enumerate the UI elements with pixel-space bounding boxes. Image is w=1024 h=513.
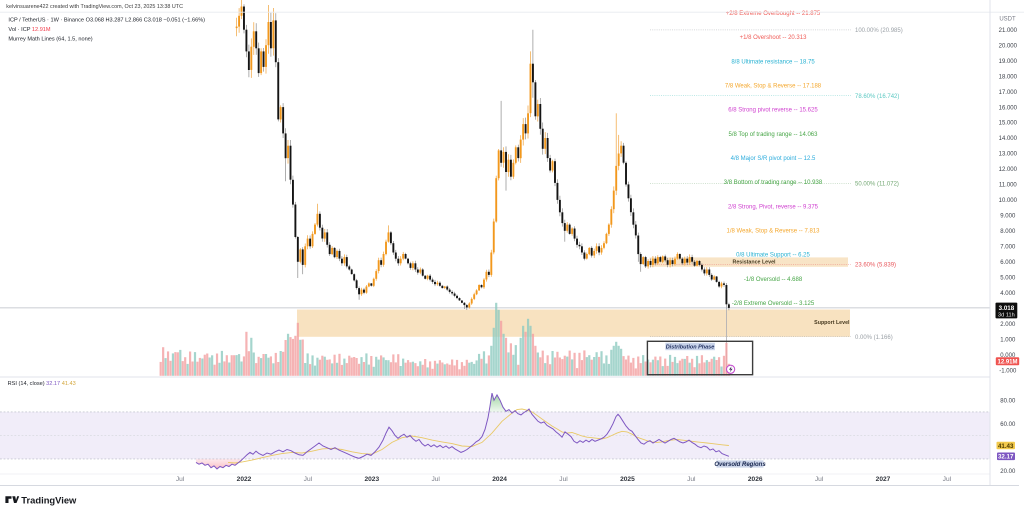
svg-text:32.17: 32.17: [998, 454, 1014, 461]
svg-text:-2/8 Extreme Oversold -- 3.12: -2/8 Extreme Oversold -- 3.125: [732, 301, 815, 307]
svg-text:kelvinsuarene422 created with: kelvinsuarene422 created with TradingVie…: [6, 4, 183, 10]
svg-text:0.00% (1.166): 0.00% (1.166): [855, 335, 893, 341]
svg-text:Jul: Jul: [687, 476, 696, 483]
svg-text:6/8 Strong pivot reverse -- 1: 6/8 Strong pivot reverse -- 15.625: [728, 108, 818, 114]
svg-text:3d 11h: 3d 11h: [998, 313, 1015, 319]
svg-text:20.000: 20.000: [999, 43, 1018, 49]
svg-text:23.60% (5.839): 23.60% (5.839): [855, 263, 896, 269]
svg-text:4/8 Major S/R pivot point --: 4/8 Major S/R pivot point -- 12.5: [731, 156, 816, 162]
svg-text:2/8 Strong, Pivot, reverse --: 2/8 Strong, Pivot, reverse -- 9.375: [728, 204, 819, 210]
svg-text:12.91M: 12.91M: [997, 359, 1017, 365]
svg-text:60.00: 60.00: [1000, 422, 1016, 428]
svg-text:14.000: 14.000: [999, 136, 1018, 142]
svg-text:15.000: 15.000: [999, 121, 1018, 127]
svg-text:Distribution Phase: Distribution Phase: [666, 345, 715, 351]
svg-text:Jul: Jul: [815, 476, 824, 483]
svg-text:Murrey Math Lines (64, 1.5, no: Murrey Math Lines (64, 1.5, none): [8, 36, 92, 42]
svg-text:Jul: Jul: [304, 476, 313, 483]
svg-text:16.000: 16.000: [999, 105, 1018, 111]
svg-text:8/8 Ultimate resistance -- 18: 8/8 Ultimate resistance -- 18.75: [731, 59, 815, 65]
svg-text:17.000: 17.000: [999, 90, 1018, 96]
svg-text:Jul: Jul: [176, 476, 185, 483]
svg-text:Jul: Jul: [431, 476, 440, 483]
svg-text:19.000: 19.000: [999, 59, 1018, 65]
svg-text:21.000: 21.000: [999, 28, 1018, 34]
svg-text:13.000: 13.000: [999, 152, 1018, 158]
svg-text:4.000: 4.000: [1000, 291, 1016, 297]
svg-text:2023: 2023: [364, 476, 379, 483]
svg-text:Jul: Jul: [559, 476, 568, 483]
svg-text:6.000: 6.000: [1000, 260, 1016, 266]
svg-text:2024: 2024: [492, 476, 507, 483]
svg-text:2027: 2027: [876, 476, 891, 483]
svg-text:78.60% (16.742): 78.60% (16.742): [855, 94, 899, 100]
svg-text:100.00% (20.985): 100.00% (20.985): [855, 28, 903, 34]
svg-text:2025: 2025: [620, 476, 635, 483]
svg-text:3.018: 3.018: [999, 305, 1015, 312]
svg-text:50.00% (11.072): 50.00% (11.072): [855, 182, 899, 188]
svg-text:7.000: 7.000: [1000, 245, 1016, 251]
svg-text:2.000: 2.000: [1000, 322, 1016, 328]
svg-text:80.00: 80.00: [1000, 398, 1016, 404]
svg-text:0/8 Ultimate Support -- 6.25: 0/8 Ultimate Support -- 6.25: [736, 253, 810, 259]
svg-text:RSI (14, close) 32.17 41.43: RSI (14, close) 32.17 41.43: [8, 381, 76, 387]
svg-text:Resistance Level: Resistance Level: [733, 260, 777, 266]
svg-text:-1.000: -1.000: [999, 368, 1017, 374]
svg-text:41.43: 41.43: [998, 443, 1014, 450]
svg-text:12.000: 12.000: [999, 167, 1018, 173]
svg-text:5/8 Top of trading range -- 1: 5/8 Top of trading range -- 14.063: [729, 132, 819, 138]
svg-text:10.000: 10.000: [999, 198, 1018, 204]
svg-text:-1/8 Oversold -- 4.688: -1/8 Oversold -- 4.688: [744, 277, 803, 283]
svg-text:8.000: 8.000: [1000, 229, 1016, 235]
svg-text:20.00: 20.00: [1000, 469, 1016, 475]
svg-text:Vol · ICP 12.91M: Vol · ICP 12.91M: [8, 27, 51, 33]
svg-text:Support Level: Support Level: [814, 320, 850, 326]
svg-text:+2/8 Extreme Overbought -- 21: +2/8 Extreme Overbought -- 21.875: [726, 11, 821, 17]
svg-text:Jul: Jul: [943, 476, 952, 483]
svg-text:USDT: USDT: [999, 16, 1016, 22]
svg-text:2026: 2026: [748, 476, 763, 483]
svg-text:ICP / TetherUS · 1W · Binance: ICP / TetherUS · 1W · Binance O3.068 H3.…: [8, 18, 205, 24]
svg-text:11.000: 11.000: [999, 183, 1018, 189]
svg-text:TradingView: TradingView: [21, 494, 77, 505]
svg-text:1/8 Weak, Stop & Reverse -- 7: 1/8 Weak, Stop & Reverse -- 7.813: [727, 229, 821, 235]
svg-text:+1/8 Overshoot -- 20.313: +1/8 Overshoot -- 20.313: [740, 35, 808, 41]
svg-text:9.000: 9.000: [1000, 214, 1016, 220]
svg-text:1.000: 1.000: [1000, 337, 1016, 343]
svg-text:3/8 Bottom of trading range --: 3/8 Bottom of trading range -- 10.938: [724, 180, 823, 186]
svg-text:7/8 Weak, Stop & Reverse -- 1: 7/8 Weak, Stop & Reverse -- 17.188: [725, 84, 822, 90]
svg-text:5.000: 5.000: [1000, 275, 1016, 281]
svg-text:Oversold Regions: Oversold Regions: [714, 462, 766, 468]
svg-text:18.000: 18.000: [999, 74, 1018, 80]
svg-text:2022: 2022: [237, 476, 252, 483]
svg-text:0.000: 0.000: [1000, 353, 1016, 359]
